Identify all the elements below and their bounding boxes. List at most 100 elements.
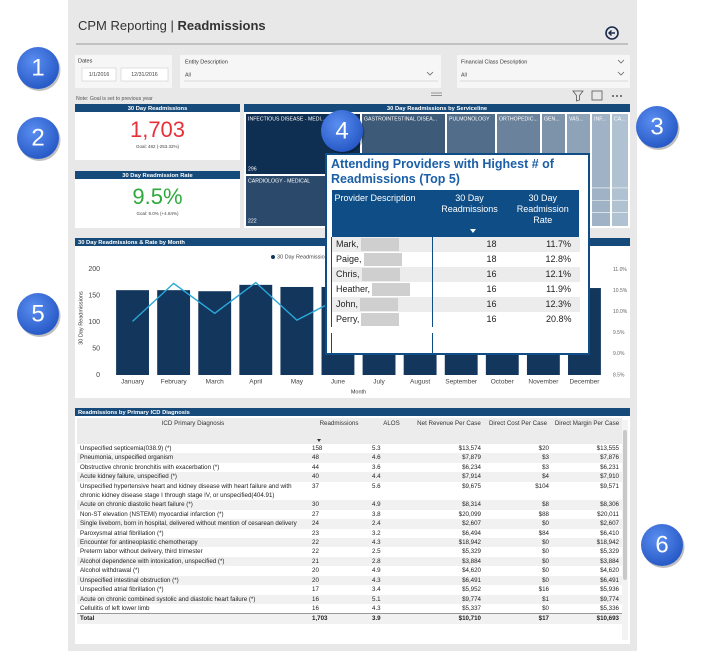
icd-cell: $20,099	[458, 510, 481, 518]
icd-row: Alcohol dependence with intoxication, un…	[77, 556, 622, 567]
cell-text: 16	[486, 314, 497, 324]
date-end: 12/31/2016	[131, 72, 158, 78]
icd-cell: $8,314	[414, 500, 484, 510]
provider-cell: 18	[432, 252, 507, 267]
y2-tick-label: 10.0%	[613, 309, 628, 315]
column-header: Direct Cost Per Case	[484, 418, 552, 444]
icd-row: Unspecified septicemia(038.9) (*) 158 5.3 $…	[77, 444, 622, 453]
back-button[interactable]	[605, 26, 619, 40]
provider-cell: 12.1%	[506, 267, 580, 282]
scroll-thumb[interactable]	[623, 430, 627, 580]
provider-cell: 16	[432, 297, 507, 312]
icd-cell: $5,337	[462, 604, 481, 612]
cell-text: John,	[336, 299, 359, 309]
icd-cell: $5,952	[462, 586, 481, 594]
table-scrollbar[interactable]	[622, 420, 628, 640]
cell-text: 12.1%	[545, 269, 571, 279]
slicer-label: Financial Class Description	[461, 59, 527, 65]
entity-slicer[interactable]	[180, 55, 441, 88]
icd-cell: $6,410	[600, 529, 619, 537]
cell-text: 16	[486, 299, 497, 309]
icd-cell: 40	[309, 472, 369, 482]
icd-cell: 27	[312, 510, 319, 518]
x-tick-label: September	[445, 379, 478, 386]
legend-swatch	[271, 255, 275, 259]
tile-label: CA...	[614, 116, 626, 122]
report-name: CPM Reporting	[78, 18, 167, 33]
icd-row: Non-ST elevation (NSTEMI) myocardial inf…	[77, 510, 622, 519]
more-icon[interactable]	[612, 95, 622, 97]
icd-cell: 24	[309, 519, 369, 529]
chart-title: 30 Day Readmissions & Rate by Month	[78, 240, 185, 246]
total-cell: 1,703	[309, 613, 369, 624]
drag-handle[interactable]	[431, 92, 442, 96]
provider-cell: 20.8%	[507, 312, 580, 327]
slicer-label: Dates	[78, 58, 93, 64]
icd-cell: $0	[484, 519, 552, 529]
focus-icon[interactable]	[591, 90, 603, 101]
y-tick-label: 0	[96, 372, 100, 379]
icd-cell: $3	[542, 463, 549, 471]
icd-cell: $13,555	[596, 445, 619, 452]
icd-cell: $0	[484, 538, 552, 548]
date-start-box[interactable]	[81, 67, 117, 82]
financial-chevrons[interactable]	[617, 59, 625, 76]
icd-cell: Cellulitis of left lower limb	[80, 604, 150, 612]
icd-cell: Acute on chronic combined systolic and d…	[77, 594, 309, 604]
provider-table: Provider Description 30 Day Readmissions 3…	[331, 190, 580, 327]
icd-cell: 30	[309, 500, 369, 510]
column-header: Direct Margin Per Case	[552, 418, 622, 444]
icd-cell: 16	[309, 594, 369, 604]
table-title-bar	[75, 408, 630, 416]
provider-cell: Paige,	[331, 252, 433, 267]
tile-label: PULMONOLOGY	[449, 116, 490, 122]
bar	[157, 290, 191, 375]
icd-cell: 23	[312, 529, 319, 537]
total-row: Total 1,703 3.9 $10,710 $17 $10,693	[77, 613, 622, 624]
back-arrow[interactable]	[608, 30, 615, 36]
icd-cell: $6,234	[462, 463, 481, 471]
cell-text: Heather,	[336, 284, 371, 294]
slicer-value: All	[185, 72, 191, 78]
icd-cell: 2.4	[369, 519, 414, 529]
icd-cell: 4.6	[369, 453, 414, 463]
icd-head: ICD Primary Diagnosis Readmissions ALOS Net…	[77, 418, 622, 444]
total-cell: 3.9	[369, 613, 414, 624]
icd-cell: 5.1	[369, 594, 414, 604]
entity-chevron[interactable]	[426, 71, 434, 76]
cell-text: Mark,	[336, 239, 359, 249]
cell-text: Perry,	[336, 314, 360, 324]
card-title: 30 Day Readmissions	[128, 106, 188, 112]
icd-row: Acute on chronic diastolic heart failure…	[77, 500, 622, 510]
y-axis-title: 30 Day Readmissions	[78, 291, 84, 345]
provider-cell: 18	[432, 237, 507, 252]
filter-icon[interactable]	[572, 90, 584, 102]
cell-text: Chris,	[336, 269, 360, 279]
icd-cell: Unspecified intestinal obstruction (*)	[77, 575, 309, 586]
provider-cell: John,	[331, 297, 433, 312]
icd-cell: Alcohol withdrawal (*)	[80, 567, 140, 575]
provider-cell: 12.8%	[507, 252, 580, 267]
date-end-box[interactable]	[120, 67, 169, 82]
icd-grid: ICD Primary Diagnosis Readmissions ALOS Net…	[77, 418, 622, 624]
icd-row: Unspecified hypertensive heart and kidne…	[77, 482, 622, 501]
icd-cell: $9,774	[552, 594, 622, 604]
icd-cell: $0	[542, 567, 549, 575]
total-cell: Total	[77, 613, 309, 624]
icd-cell: $3,884	[552, 556, 622, 567]
popup-divider	[432, 333, 433, 353]
y-tick-label: 100	[88, 319, 100, 326]
icd-row: Acute kidney failure, unspecified (*) 40 4…	[77, 472, 622, 482]
financial-slicer[interactable]	[457, 55, 630, 88]
icd-cell: Unspecified atrial fibrillation (*)	[80, 586, 164, 594]
card-goal: Goal: 9.0% (+4.84%)	[137, 211, 179, 216]
card-frame	[75, 171, 240, 228]
icd-row: Encounter for antineoplastic chemotherap…	[77, 538, 622, 548]
icd-cell: $84	[538, 529, 549, 537]
x-tick-label: October	[491, 379, 515, 386]
back-circle[interactable]	[605, 26, 619, 40]
card-value: 9.5%	[132, 184, 182, 209]
y2-tick-label: 11.0%	[613, 267, 627, 273]
x-tick-label: November	[528, 379, 559, 386]
icd-cell: $6,494	[462, 529, 481, 537]
